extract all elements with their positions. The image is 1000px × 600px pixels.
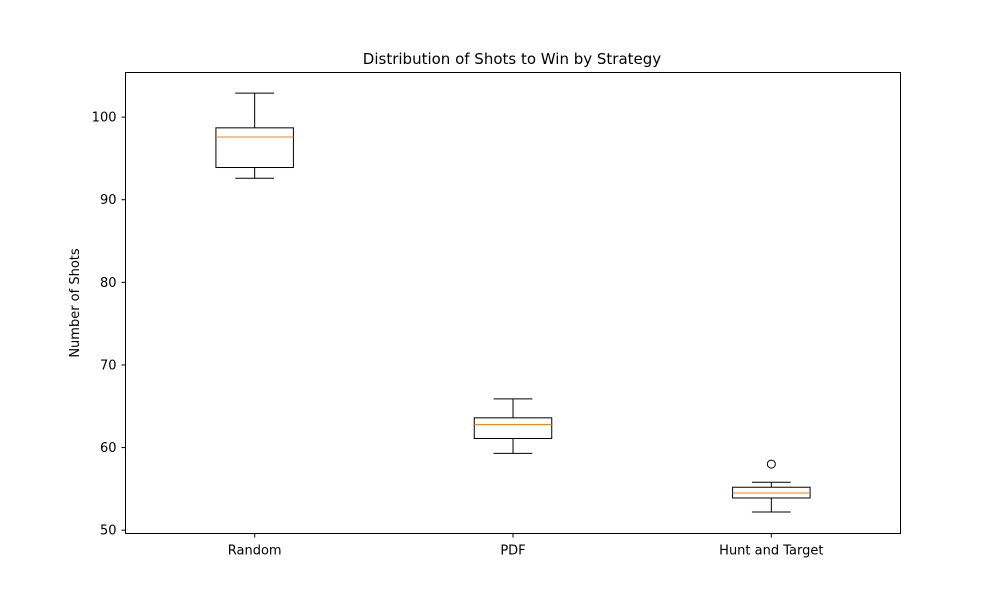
- iqr-box: [215, 127, 294, 169]
- chart-title: Distribution of Shots to Win by Strategy: [363, 50, 662, 68]
- plot-area-frame: [125, 72, 901, 534]
- box-pdf: [473, 398, 553, 454]
- y-tick-label: 90: [100, 193, 117, 208]
- iqr-box: [473, 417, 553, 439]
- box-random: [215, 92, 294, 179]
- y-axis: 50 60 70 80 90 100: [92, 111, 126, 539]
- box-series: [215, 92, 811, 513]
- x-axis: Random PDF Hunt and Target: [228, 533, 823, 559]
- x-tick-label: PDF: [500, 544, 525, 559]
- outlier-point: [766, 459, 776, 469]
- x-tick-label: Random: [228, 544, 282, 559]
- box-hunt-and-target: [732, 459, 811, 513]
- y-tick-label: 80: [100, 276, 117, 291]
- y-axis-label: Number of Shots: [68, 248, 83, 358]
- x-tick-label: Hunt and Target: [719, 544, 823, 559]
- y-tick-label: 70: [100, 358, 117, 373]
- y-tick-label: 60: [100, 441, 117, 456]
- y-tick-label: 50: [100, 524, 117, 539]
- y-tick-label: 100: [92, 111, 117, 126]
